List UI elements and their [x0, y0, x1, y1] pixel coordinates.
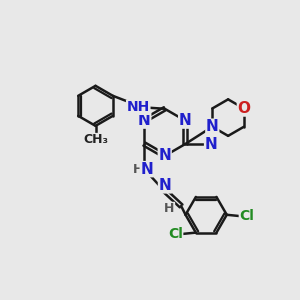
Text: N: N: [179, 113, 191, 128]
Text: N: N: [140, 162, 153, 177]
Text: H: H: [133, 163, 143, 176]
Text: N: N: [205, 136, 218, 152]
Text: CH₃: CH₃: [83, 134, 108, 146]
Text: Cl: Cl: [168, 227, 183, 241]
Text: N: N: [159, 178, 171, 193]
Text: NH: NH: [127, 100, 150, 114]
Text: O: O: [237, 101, 250, 116]
Text: N: N: [206, 119, 219, 134]
Text: H: H: [164, 202, 175, 215]
Text: Cl: Cl: [239, 209, 254, 223]
Text: N: N: [158, 148, 171, 164]
Text: N: N: [138, 113, 151, 128]
